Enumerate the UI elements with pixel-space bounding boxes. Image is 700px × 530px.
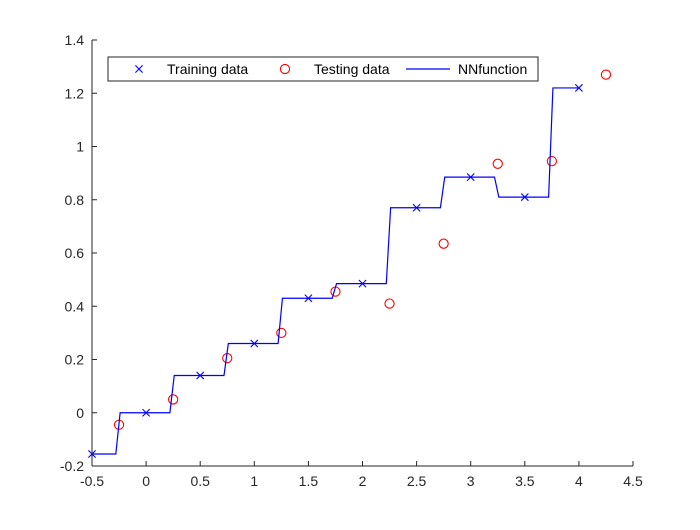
y-tick-label: 1 [76,139,84,155]
y-tick-label: 0.4 [65,298,85,314]
testing-data-point [384,298,395,309]
legend-o-marker [279,63,291,75]
legend-entry: Testing data [279,61,390,77]
y-tick-label: 0.2 [65,352,85,368]
y-tick-label: 0.8 [65,192,85,208]
testing-data-point [167,394,179,405]
x-tick-label: -0.5 [80,473,104,489]
x-tick-label: 0 [142,473,150,489]
nnfunction-line [92,87,579,455]
x-tick-label: 2.5 [407,473,427,489]
series-layer [88,69,612,459]
plot-background [92,40,633,466]
axes-layer: -0.5 0 0.5 1 1.5 2 2.5 3 3.5 4 4.5 -0.2 0 0.2 0.4 0.6 0.… [60,32,643,489]
testing-data-point [438,238,449,249]
x-tick-label: 4 [575,473,583,489]
x-tick-label: 1 [250,473,258,489]
plot-area [92,40,633,466]
x-tick-label: 2 [359,473,367,489]
x-tick-label: 1.5 [299,473,319,489]
testing-data-point [276,327,287,339]
x-tick-label: 0.5 [190,473,210,489]
y-tick-label: -0.2 [60,458,84,474]
testing-data-point [546,155,557,167]
y-tick-label: 0 [76,405,84,421]
x-tick-label: 3.5 [515,473,535,489]
legend: Training data Testing data NNfunction [107,56,539,82]
y-tick-label: 1.4 [65,32,85,48]
legend-label: Testing data [314,61,390,77]
y-tick-label: 0.6 [65,245,85,261]
legend-label: Training data [167,61,248,77]
x-tick-label: 3 [467,473,475,489]
legend-entry: Training data [135,61,248,77]
testing-data-point [600,69,612,80]
x-tick-label: 4.5 [623,473,643,489]
legend-label: NNfunction [458,61,527,77]
testing-data-point [492,158,503,169]
legend-x-marker [135,65,143,73]
legend-box [107,56,539,82]
y-tick-label: 1.2 [65,85,85,101]
series-nnfunction [92,87,579,455]
legend-entry: NNfunction [406,61,527,77]
